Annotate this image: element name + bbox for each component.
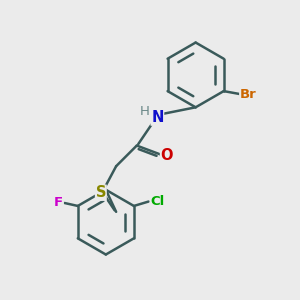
Text: O: O xyxy=(160,148,173,164)
Text: S: S xyxy=(96,185,106,200)
Text: Br: Br xyxy=(240,88,256,100)
Text: N: N xyxy=(151,110,164,125)
Text: F: F xyxy=(54,196,63,209)
Text: H: H xyxy=(140,105,150,118)
Text: Cl: Cl xyxy=(150,195,165,208)
